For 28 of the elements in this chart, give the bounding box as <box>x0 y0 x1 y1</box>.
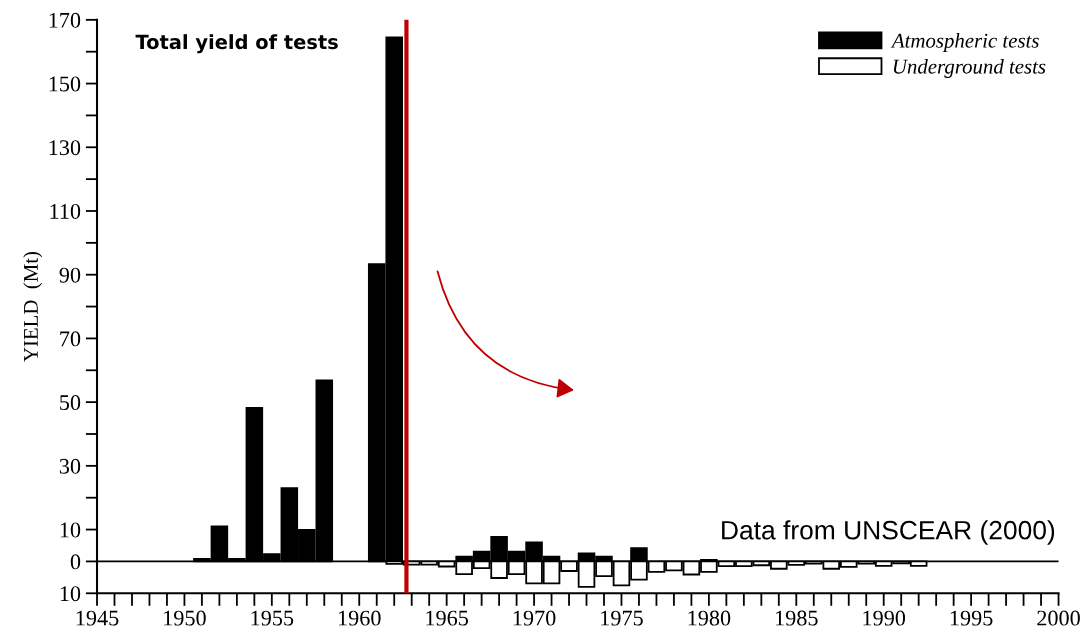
y-tick-label: 170 <box>49 12 81 28</box>
y-tick-label: 10 <box>60 522 81 538</box>
legend-label: Underground tests <box>893 58 1046 78</box>
y-tick-label: 110 <box>50 203 81 219</box>
annotation: Data from UNSCEAR (2000) <box>722 520 1055 545</box>
y-tick-label: 0 <box>70 554 81 570</box>
y-tick-label: 70 <box>60 331 81 347</box>
x-tick-label: 1960 <box>338 610 381 626</box>
x-tick-label: 1945 <box>76 610 119 626</box>
y-tick-label: 130 <box>49 140 81 156</box>
y-axis-title: YIELD (Mt) <box>23 251 43 362</box>
y-tick-label: 10 <box>60 586 81 602</box>
x-tick-label: 1990 <box>863 610 906 626</box>
x-tick-label: 2000 <box>1037 610 1080 626</box>
y-tick-label: 30 <box>59 458 81 474</box>
x-tick-label: 1980 <box>688 610 731 626</box>
y-tick-label: 50 <box>60 395 81 411</box>
x-tick-label: 1965 <box>426 610 469 626</box>
x-tick-label: 1950 <box>164 610 206 626</box>
x-tick-label: 1970 <box>513 610 556 626</box>
legend-label: Atmospheric tests <box>890 33 1039 52</box>
y-tick-label: 90 <box>59 267 81 283</box>
x-tick-label: 1975 <box>601 610 643 626</box>
x-tick-label: 1955 <box>251 610 294 626</box>
y-tick-label: 150 <box>49 76 81 92</box>
x-tick-label: 1985 <box>776 610 818 626</box>
x-tick-label: 1995 <box>950 610 993 626</box>
text: Total yield of tests <box>135 34 338 54</box>
